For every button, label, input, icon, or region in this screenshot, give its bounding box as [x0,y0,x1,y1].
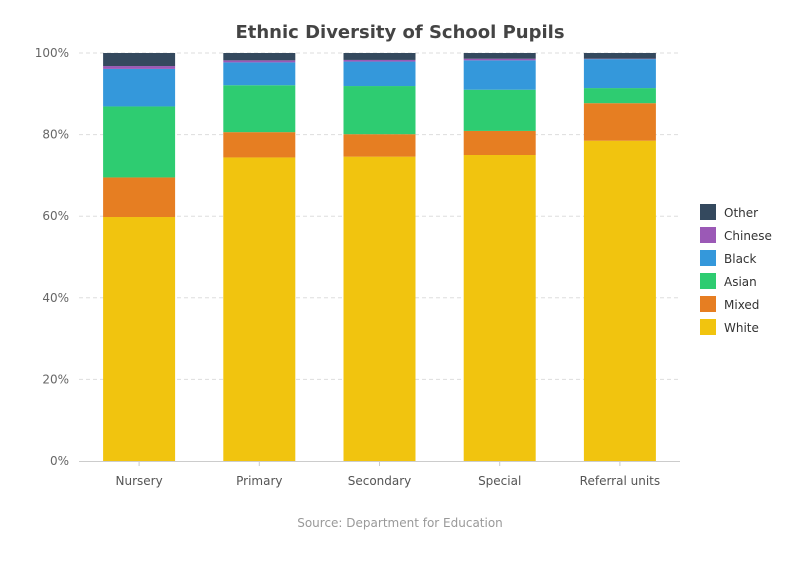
legend-label: Black [724,252,757,266]
legend-label: Other [724,206,758,220]
y-axis-ticks: 0% 20% 40% 60% 80% 100% [35,46,69,468]
bar-segment-mixed [463,130,536,155]
bar-segment-other [463,53,536,59]
bar-segment-asian [583,88,656,104]
legend-swatch [700,296,716,312]
x-tick-label: Special [478,474,521,488]
legend-label: Asian [724,275,757,289]
legend-label: White [724,321,759,335]
bar-segment-mixed [343,134,416,157]
bar-segment-white [223,157,296,461]
x-tick-label: Primary [236,474,282,488]
bar-segment-black [463,60,536,90]
bar-segment-asian [343,86,416,135]
bar-segment-asian [463,89,536,131]
bar-segment-white [583,140,656,461]
bar-segment-white [103,217,176,461]
bar-segment-black [343,61,416,87]
bar-segment-other [343,53,416,60]
y-tick-label: 80% [42,128,69,142]
bar-segment-other [583,53,656,59]
grid-lines [79,52,680,380]
bar-segment-chinese [463,58,536,61]
bar-segment-chinese [103,66,176,69]
bar-segment-asian [103,106,176,178]
x-axis-ticks: Nursery Primary Secondary Special Referral u… [116,461,660,488]
bar-segment-mixed [583,103,656,141]
legend-swatch [700,319,716,335]
legend-swatch [700,273,716,289]
bar-segment-other [223,53,296,61]
chart-title: Ethnic Diversity of School Pupils [235,22,564,43]
legend-swatch [700,204,716,220]
bar-segment-black [583,59,656,89]
bar-segment-other [103,53,176,67]
y-tick-label: 0% [50,454,69,468]
legend-label: Mixed [724,298,759,312]
x-tick-label: Secondary [348,474,412,488]
bar-segment-black [223,62,296,86]
legend-swatch [700,250,716,266]
y-tick-label: 40% [42,291,69,305]
bars [103,53,656,461]
chart-source: Source: Department for Education [297,516,503,530]
bar-segment-mixed [223,132,296,158]
bar-segment-black [103,68,176,107]
bar-segment-chinese [223,60,296,63]
x-tick-label: Nursery [116,474,163,488]
legend: Other Chinese Black Asian Mixed White [700,204,772,335]
y-tick-label: 100% [35,46,69,60]
bar-segment-asian [223,85,296,133]
legend-label: Chinese [724,229,772,243]
y-tick-label: 60% [42,209,69,223]
x-tick-label: Referral units [580,474,660,488]
bar-segment-white [463,155,536,461]
bar-segment-white [343,156,416,461]
legend-swatch [700,227,716,243]
y-tick-label: 20% [42,372,69,386]
bar-segment-chinese [343,59,416,62]
bar-segment-mixed [103,177,176,218]
